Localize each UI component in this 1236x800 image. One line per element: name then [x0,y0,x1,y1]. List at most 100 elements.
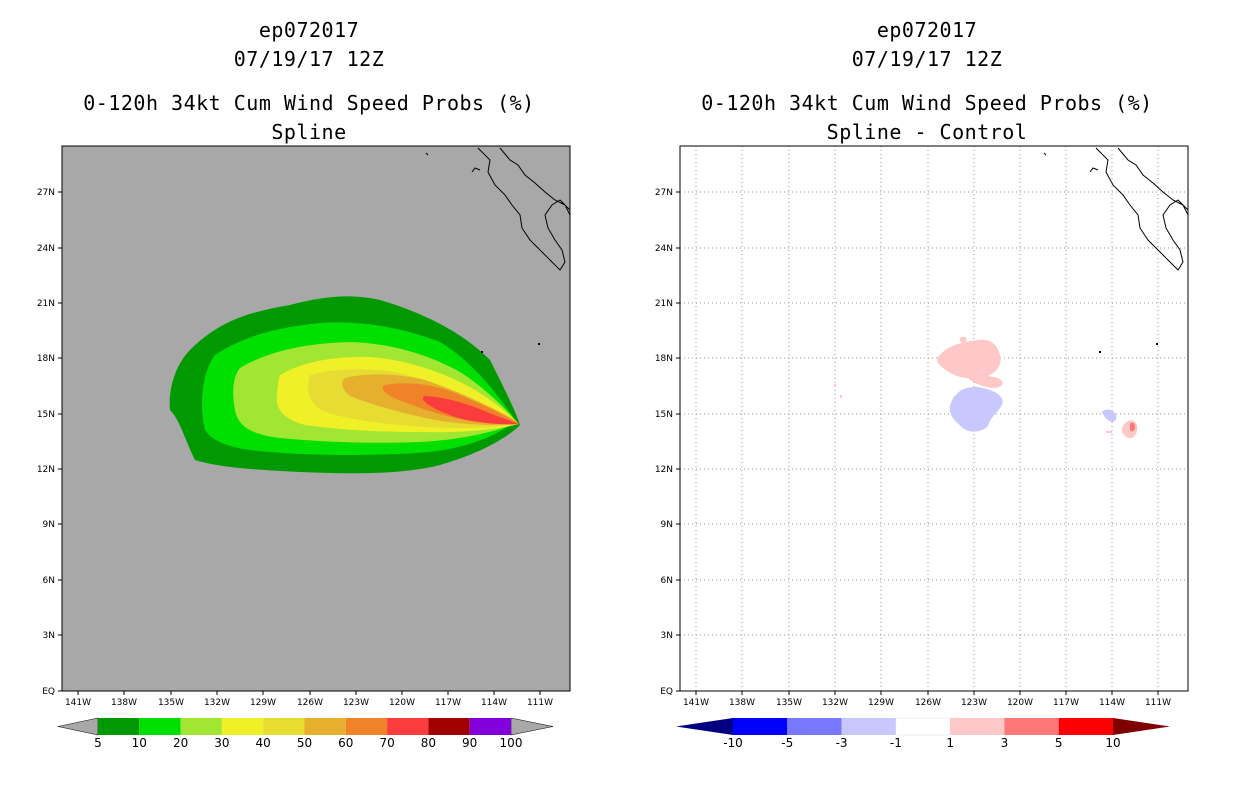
colorbar-label: 10 [1105,736,1120,750]
lon-label: 120W [389,698,415,708]
lat-label: 3N [661,631,673,641]
lon-label: 120W [1007,698,1033,708]
diff-positive-dot [834,384,836,387]
colorbar-label: 40 [256,736,271,750]
colorbar-swatch [98,718,140,735]
lon-label: 123W [961,698,987,708]
lon-label: 141W [65,698,91,708]
left-subtitle: Spline [271,120,347,144]
lat-label: EQ [660,687,673,697]
colorbar-swatch [221,718,264,735]
colorbar-swatch [428,718,470,735]
lat-label: 12N [37,465,55,475]
colorbar-swatch [139,718,181,735]
lon-label: 138W [111,698,137,708]
diff-positive-blob-north [937,339,1003,388]
colorbar-swatch [180,718,222,735]
colorbar-swatch [733,718,788,735]
lon-label: 111W [1145,698,1171,708]
left-axes: 27N 24N 21N 18N 15N 12N 9N 6N 3N EQ 141W 138W 135W 13… [37,188,553,708]
lon-label: 111W [527,698,553,708]
colorbar-label: 30 [214,736,229,750]
lon-label: 138W [729,698,755,708]
colorbar-label: 100 [500,736,523,750]
lon-label: 135W [776,698,802,708]
left-map-frame [61,145,571,692]
colorbar-label: 60 [338,736,353,750]
colorbar-arrow-low [676,718,733,735]
right-panel: ep072017 07/19/17 12Z 0-120h 34kt Cum Wi… [618,0,1236,800]
diff-positive-sliver [1106,431,1112,433]
colorbar-arrow-high [510,717,554,736]
lon-label: 132W [822,698,848,708]
lon-label: 123W [343,698,369,708]
left-panel: ep072017 07/19/17 12Z 0-120h 34kt Cum Wi… [37,18,571,750]
colorbar-label: 3 [1001,736,1009,750]
colorbar-swatch [841,718,896,735]
lat-label: 15N [37,410,55,420]
diff-negative-blob [949,387,1003,432]
right-storm-id: ep072017 [876,18,978,42]
colorbar-label: -5 [781,736,793,750]
colorbar-swatch [304,718,346,735]
colorbar-label: 10 [132,736,147,750]
colorbar-swatch [787,718,842,735]
lon-label: 129W [868,698,894,708]
colorbar-label: 80 [421,736,436,750]
left-island [481,351,483,353]
colorbar-swatch [895,717,951,736]
prob-contour-70 [422,396,519,425]
colorbar-arrow-low [57,717,99,736]
diff-positive-spot [959,336,967,343]
lat-label: 27N [655,188,673,198]
lat-label: 6N [43,576,55,586]
diff-positive-blob-east-core [1130,422,1135,432]
colorbar-label: 50 [297,736,312,750]
colorbar-swatch [1004,718,1059,735]
left-island-2 [538,343,540,345]
lon-label: 141W [683,698,709,708]
left-storm-id: ep072017 [258,18,360,42]
lon-label: 135W [158,698,184,708]
colorbar-label: -10 [723,736,743,750]
colorbar-label: -3 [836,736,848,750]
lon-label: 126W [915,698,941,708]
left-colorbar: 5 10 20 30 40 50 60 70 80 90 100 [57,717,554,750]
colorbar-swatch [950,718,1005,735]
lat-label: 9N [661,520,673,530]
colorbar-swatch [387,718,429,735]
colorbar-label: 5 [1055,736,1063,750]
colorbar-label: 1 [946,736,954,750]
lat-label: 15N [655,410,673,420]
lat-label: 24N [655,244,673,254]
lat-label: 18N [655,354,673,364]
colorbar-label: 5 [94,736,102,750]
right-colorbar: -10 -5 -3 -1 1 3 5 10 [676,717,1170,750]
right-gridlines [680,146,1188,691]
lon-label: 129W [250,698,276,708]
right-product-title: 0-120h 34kt Cum Wind Speed Probs (%) [701,91,1153,115]
lat-label: 18N [37,354,55,364]
lat-label: 12N [655,465,673,475]
colorbar-swatch [263,718,305,735]
left-map-svg: 27N 24N 21N 18N 15N 12N 9N 6N 3N EQ 141W 138W 135W 13… [37,145,571,750]
right-subtitle: Spline - Control [826,120,1028,144]
colorbar-label: 70 [379,736,394,750]
colorbar-swatch [345,718,388,735]
lon-label: 117W [1053,698,1079,708]
diff-negative-blob-east [1102,409,1117,422]
lon-label: 126W [297,698,323,708]
colorbar-swatch [1058,718,1113,735]
lat-label: 9N [43,520,55,530]
lat-label: 21N [655,299,673,309]
colorbar-label: 20 [173,736,188,750]
right-map-frame [679,145,1189,692]
lat-label: 3N [43,631,55,641]
right-axes: 27N 24N 21N 18N 15N 12N 9N 6N 3N EQ 141W 138W 135W 13… [655,188,1171,708]
lon-label: 114W [1099,698,1125,708]
left-datetime: 07/19/17 12Z [233,47,385,71]
diff-positive-dot-2 [840,395,842,398]
lon-label: 117W [435,698,461,708]
left-coastline [425,147,571,271]
colorbar-label: -1 [890,736,902,750]
